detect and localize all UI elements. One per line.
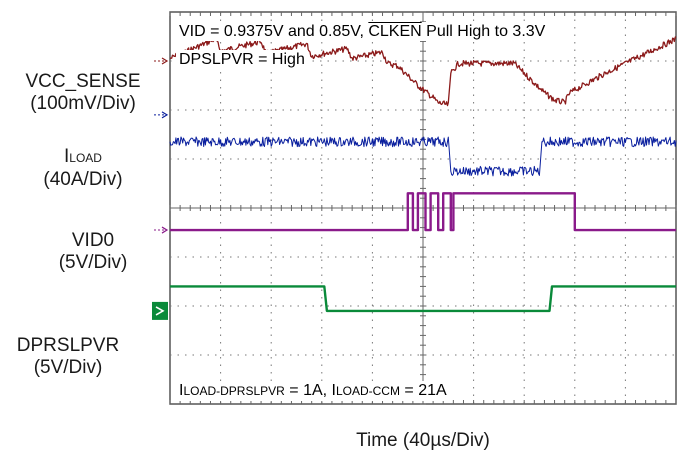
dprslpvr-label: DPRSLPVR (5V/Div) bbox=[0, 335, 136, 379]
annotation-i2: = 1A, I bbox=[284, 382, 336, 399]
dprslpvr-name: DPRSLPVR bbox=[16, 335, 120, 356]
annotation-clken: CLKEN bbox=[368, 23, 422, 40]
vcc-sense-label: VCC_SENSE (100mV/Div) bbox=[0, 71, 166, 115]
annotation-vid: VID = 0.9375V and 0.85V, CLKEN Pull High… bbox=[176, 22, 549, 41]
traces bbox=[169, 36, 677, 313]
annotation-vid-text: VID = 0.9375V and 0.85V, bbox=[179, 23, 369, 40]
annotation-dpslpvr-text: DPSLPVR = High bbox=[179, 51, 305, 68]
trace-vid0 bbox=[170, 192, 676, 232]
trace-load bbox=[169, 136, 677, 177]
vcc-sense-scale: (100mV/Div) bbox=[30, 93, 136, 114]
trace-marker-arrow bbox=[161, 57, 169, 65]
vid0-scale: (5V/Div) bbox=[58, 252, 128, 273]
trace-vcc_sense bbox=[169, 36, 677, 107]
iload-subscript: LOAD bbox=[69, 151, 102, 165]
x-axis-label-text: Time (40µs/Div) bbox=[356, 430, 490, 451]
annotation-i1: I bbox=[179, 382, 184, 399]
trace-marker-icon bbox=[152, 301, 168, 320]
iload-name: ILOAD bbox=[0, 146, 166, 169]
iload-label: ILOAD (40A/Div) bbox=[0, 146, 166, 191]
dprslpvr-scale: (5V/Div) bbox=[33, 357, 103, 378]
iload-scale: (40A/Div) bbox=[43, 169, 123, 190]
annotation-load-currents: ILOAD-DPRSLPVR = 1A, ILOAD-CCM = 21A bbox=[176, 381, 450, 401]
trace-markers bbox=[152, 57, 169, 320]
x-axis-label: Time (40µs/Div) bbox=[170, 430, 676, 452]
vid0-label: VID0 (5V/Div) bbox=[20, 230, 166, 274]
trace-marker-arrow bbox=[161, 226, 169, 234]
annotation-i2-sub: LOAD-CCM bbox=[335, 384, 400, 398]
trace-dprslpvr bbox=[170, 285, 676, 313]
trace-marker-arrow bbox=[155, 306, 165, 316]
trace-marker-arrow bbox=[161, 111, 169, 119]
iload-prefix: I bbox=[64, 146, 70, 167]
annotation-i3: = 21A bbox=[399, 382, 447, 399]
annotation-i1-sub: LOAD-DPRSLPVR bbox=[183, 384, 285, 398]
annotation-pull-high: Pull High to 3.3V bbox=[421, 23, 546, 40]
vid0-name: VID0 bbox=[71, 230, 115, 251]
annotation-dpslpvr: DPSLPVR = High bbox=[176, 50, 308, 69]
grid bbox=[169, 11, 677, 405]
vcc-sense-name: VCC_SENSE bbox=[25, 71, 141, 92]
